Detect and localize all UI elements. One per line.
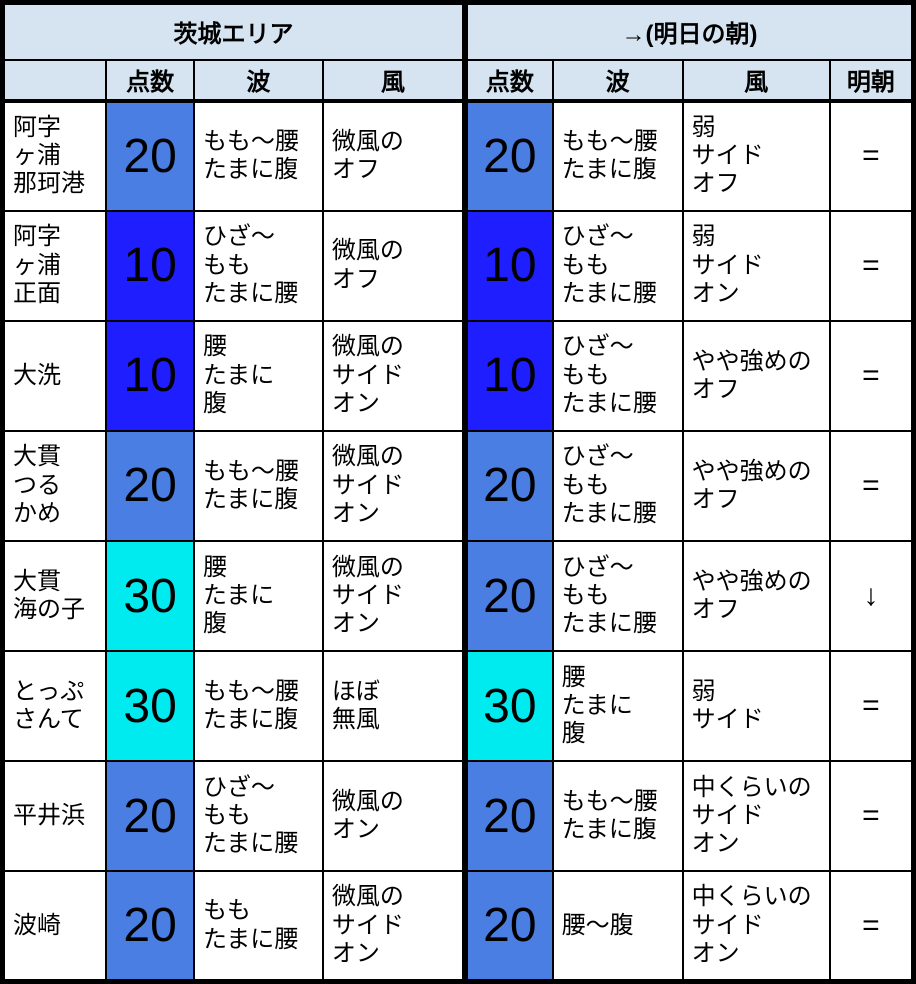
today-wind: 微風の オフ [321, 99, 469, 212]
today-score: 20 [105, 760, 195, 873]
spot-name: 大洗 [1, 319, 108, 432]
spot-name: 阿字 ヶ浦 那珂港 [1, 99, 108, 212]
tomorrow-score: 20 [464, 99, 554, 212]
col-header-score-tomorrow: 点数 [464, 58, 554, 103]
trend-indicator: = [828, 429, 915, 543]
today-wind: 微風の オフ [321, 209, 469, 322]
today-wind: 微風の サイド オン [321, 539, 469, 653]
today-wind: 微風の サイド オン [321, 429, 469, 543]
tomorrow-wave: ひざ～ もも たまに腰 [551, 539, 684, 653]
tomorrow-score: 20 [464, 760, 554, 873]
tomorrow-wave: もも～腰 たまに腹 [551, 99, 684, 212]
tomorrow-wave: 腰 たまに 腹 [551, 650, 684, 763]
today-wave: もも～腰 たまに腹 [192, 99, 324, 212]
trend-indicator: = [828, 650, 915, 763]
today-wave: 腰 たまに 腹 [192, 539, 324, 653]
area-header-row: 茨城エリア →(明日の朝) [1, 1, 915, 61]
trend-indicator: = [828, 209, 915, 322]
today-score: 20 [105, 429, 195, 543]
tomorrow-score: 30 [464, 650, 554, 763]
tomorrow-wind: やや強めの オフ [681, 429, 831, 543]
table-row: 平井浜 20 ひざ～ もも たまに腰 微風の オン 20 もも～腰 たまに腹 中… [1, 760, 915, 873]
tomorrow-wind: 中くらいの サイド オン [681, 760, 831, 873]
tomorrow-wave: ひざ～ もも たまに腰 [551, 319, 684, 432]
tomorrow-score: 10 [464, 319, 554, 432]
today-wave: ひざ～ もも たまに腰 [192, 209, 324, 322]
spot-name: 大貫 海の子 [1, 539, 108, 653]
today-score: 20 [105, 870, 195, 983]
trend-indicator: = [828, 99, 915, 212]
trend-indicator: = [828, 870, 915, 983]
col-header-wind-tomorrow: 風 [681, 58, 831, 103]
col-header-tomorrow-trend: 明朝 [828, 58, 915, 103]
today-score: 10 [105, 319, 195, 432]
tomorrow-score: 10 [464, 209, 554, 322]
spot-name: とっぷ さんて [1, 650, 108, 763]
today-wind: 微風の サイド オン [321, 319, 469, 432]
today-wave: ひざ～ もも たまに腰 [192, 760, 324, 873]
today-wind: 微風の サイド オン [321, 870, 469, 983]
area-header-ibaraki: 茨城エリア [1, 1, 468, 61]
trend-indicator: ↓ [828, 539, 915, 653]
tomorrow-score: 20 [464, 870, 554, 983]
today-score: 30 [105, 650, 195, 763]
col-header-wave-today: 波 [192, 58, 324, 103]
today-wind: ほぼ 無風 [321, 650, 469, 763]
tomorrow-wind: やや強めの オフ [681, 539, 831, 653]
table-row: 大洗 10 腰 たまに 腹 微風の サイド オン 10 ひざ～ もも たまに腰 … [1, 319, 915, 432]
tomorrow-wind: 弱 サイド オフ [681, 99, 831, 212]
table-row: 波崎 20 もも たまに腰 微風の サイド オン 20 腰～腹 中くらいの サイ… [1, 870, 915, 983]
table-row: とっぷ さんて 30 もも～腰 たまに腹 ほぼ 無風 30 腰 たまに 腹 弱 … [1, 650, 915, 763]
table-row: 阿字 ヶ浦 那珂港 20 もも～腰 たまに腹 微風の オフ 20 もも～腰 たま… [1, 99, 915, 212]
col-header-spot [1, 58, 108, 103]
col-header-wave-tomorrow: 波 [551, 58, 684, 103]
today-wave: もも～腰 たまに腹 [192, 429, 324, 543]
tomorrow-score: 20 [464, 539, 554, 653]
today-wind: 微風の オン [321, 760, 469, 873]
table-row: 大貫 つる かめ 20 もも～腰 たまに腹 微風の サイド オン 20 ひざ～ … [1, 429, 915, 543]
today-score: 20 [105, 99, 195, 212]
spot-name: 大貫 つる かめ [1, 429, 108, 543]
trend-indicator: = [828, 319, 915, 432]
today-wave: もも たまに腰 [192, 870, 324, 983]
spot-name: 平井浜 [1, 760, 108, 873]
spot-name: 波崎 [1, 870, 108, 983]
today-score: 30 [105, 539, 195, 653]
table-row: 阿字 ヶ浦 正面 10 ひざ～ もも たまに腰 微風の オフ 10 ひざ～ もも… [1, 209, 915, 322]
tomorrow-wind: 弱 サイド [681, 650, 831, 763]
area-header-tomorrow-morning: →(明日の朝) [464, 1, 915, 61]
tomorrow-score: 20 [464, 429, 554, 543]
col-header-score-today: 点数 [105, 58, 195, 103]
tomorrow-wave: 腰～腹 [551, 870, 684, 983]
tomorrow-wind: やや強めの オフ [681, 319, 831, 432]
tomorrow-wave: もも～腰 たまに腹 [551, 760, 684, 873]
today-wave: 腰 たまに 腹 [192, 319, 324, 432]
tomorrow-wave: ひざ～ もも たまに腰 [551, 209, 684, 322]
today-wave: もも～腰 たまに腹 [192, 650, 324, 763]
trend-indicator: = [828, 760, 915, 873]
tomorrow-wind: 弱 サイド オン [681, 209, 831, 322]
spot-name: 阿字 ヶ浦 正面 [1, 209, 108, 322]
tomorrow-wave: ひざ～ もも たまに腰 [551, 429, 684, 543]
table-row: 大貫 海の子 30 腰 たまに 腹 微風の サイド オン 20 ひざ～ もも た… [1, 539, 915, 653]
column-header-row: 点数 波 風 点数 波 風 明朝 [1, 58, 915, 103]
col-header-wind-today: 風 [321, 58, 469, 103]
tomorrow-wind: 中くらいの サイド オン [681, 870, 831, 983]
today-score: 10 [105, 209, 195, 322]
